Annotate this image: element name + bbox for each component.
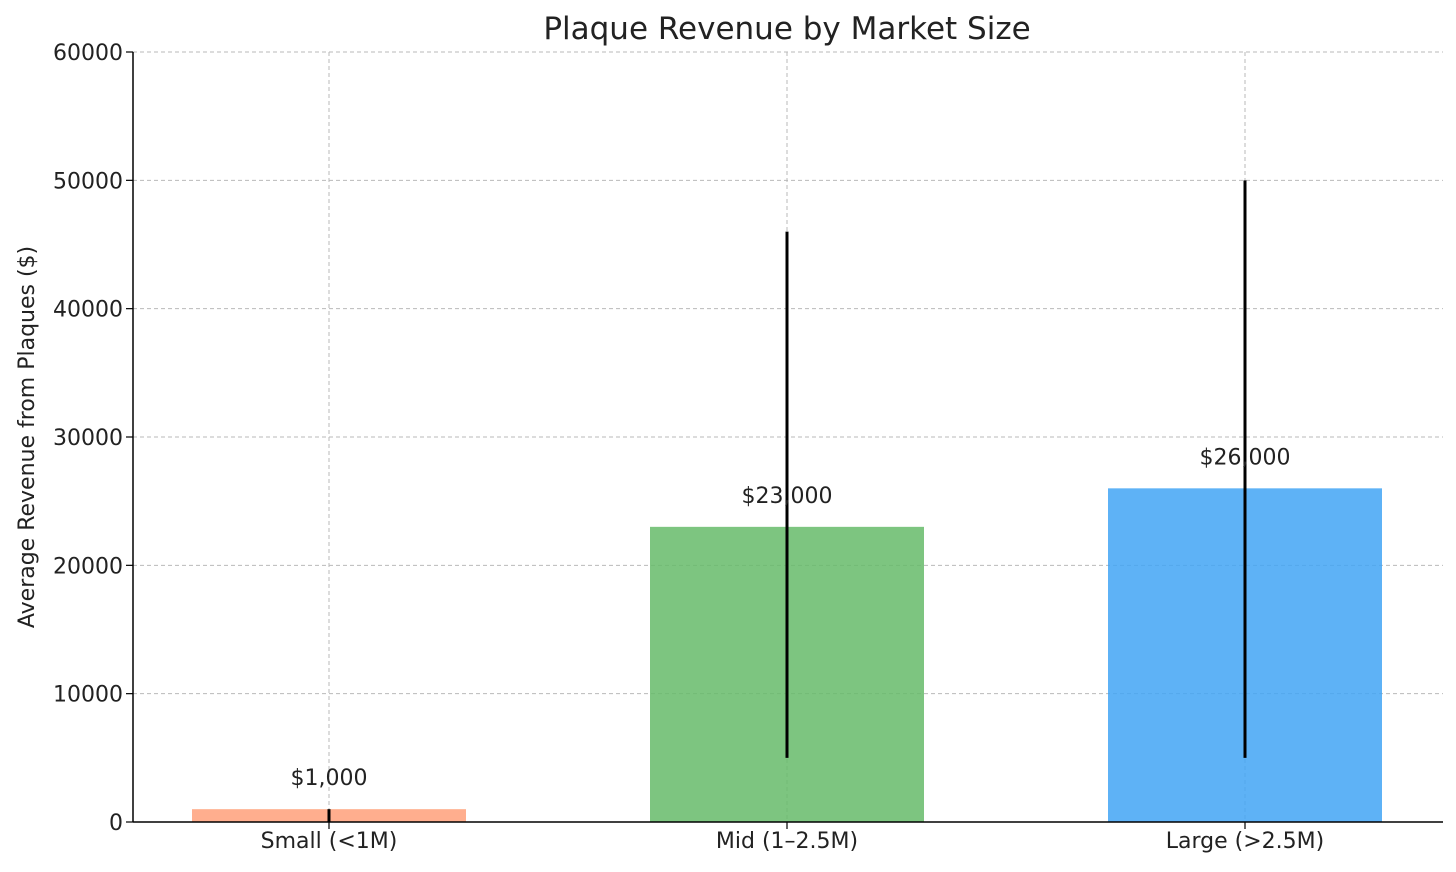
y-tick-label: 60000: [53, 41, 123, 66]
y-tick-label: 50000: [53, 169, 123, 194]
error-bars: [327, 180, 1247, 822]
x-tick-label: Small (<1M): [261, 829, 398, 854]
x-tick-label: Large (>2.5M): [1166, 829, 1324, 854]
data-label: $26,000: [1200, 445, 1291, 470]
y-tick-label: 40000: [53, 298, 123, 323]
y-tick-label: 10000: [53, 683, 123, 708]
data-label: $1,000: [291, 766, 368, 791]
x-tick-label: Mid (1–2.5M): [716, 829, 858, 854]
tick-labels: 0 10000 20000 30000 40000 50000 60000 Small (<1…: [53, 41, 1324, 854]
y-tick-label: 20000: [53, 554, 123, 579]
y-axis-label: Average Revenue from Plaques ($): [15, 246, 40, 628]
data-labels: $1,000 $23,000 $26,000: [291, 445, 1291, 791]
y-tick-label: 0: [109, 811, 123, 836]
chart-title: Plaque Revenue by Market Size: [543, 11, 1030, 47]
data-label: $23,000: [742, 484, 833, 509]
y-tick-label: 30000: [53, 426, 123, 451]
